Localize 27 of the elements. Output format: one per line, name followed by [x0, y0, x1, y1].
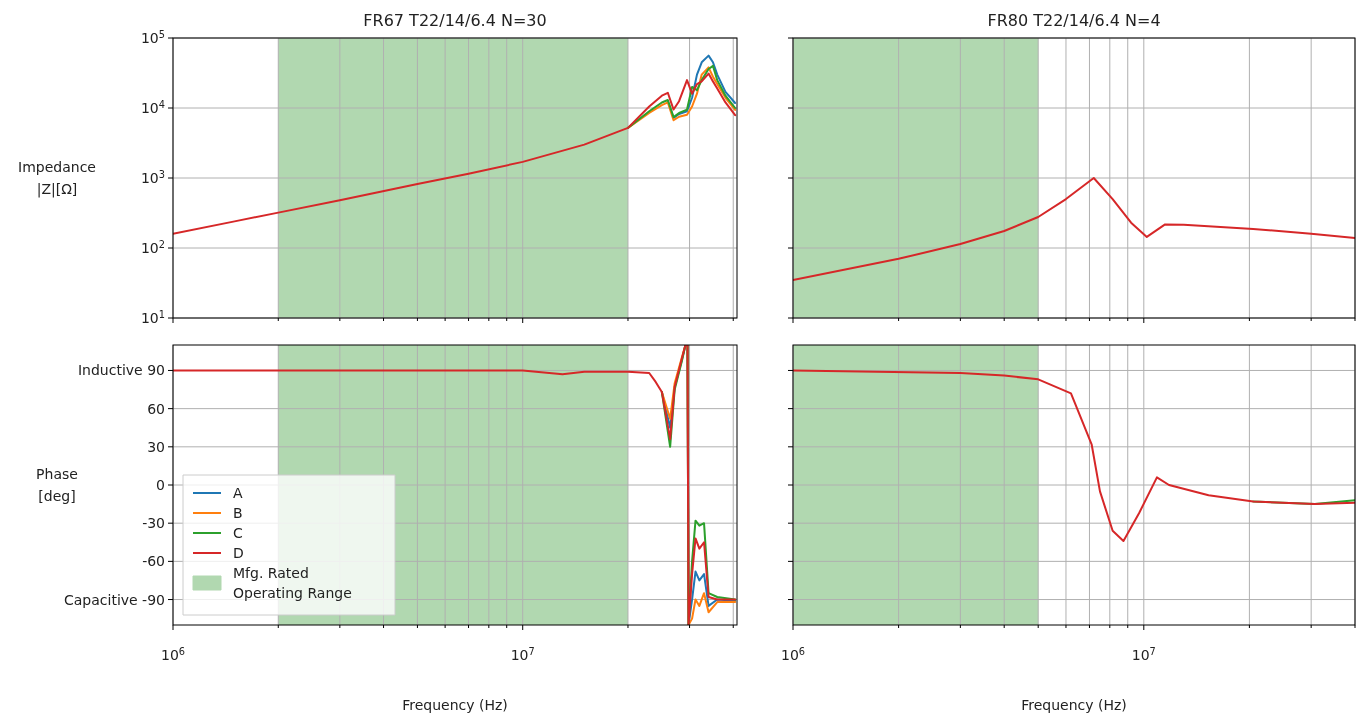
y-tick-label: 10$^{5}$	[140, 28, 165, 46]
x-tick-label: 10$^{7}$	[1131, 645, 1156, 663]
y-tick-label: 0	[156, 477, 165, 493]
y-tick-label: Capacitive -90	[63, 591, 165, 608]
x-axis-title: Frequency (Hz)	[1021, 697, 1127, 713]
x-tick-label: 10$^{6}$	[780, 645, 806, 663]
y-tick-label: 10$^{4}$	[140, 98, 165, 116]
y-tick-label: 10$^{2}$	[140, 238, 165, 256]
y-tick-label: 10$^{3}$	[140, 168, 165, 186]
y-tick-label: 30	[147, 438, 165, 455]
y-tick-label: Inductive 90	[77, 362, 165, 379]
y-tick-label: 60	[147, 400, 165, 417]
x-tick-label: 10$^{6}$	[160, 645, 186, 663]
y-axis-title: Phase [deg]	[36, 466, 78, 504]
legend-label: C	[233, 525, 243, 541]
chart-title: FR67 T22/14/6.4 N=30	[363, 11, 547, 30]
legend-label: B	[233, 505, 243, 521]
chart-title: FR80 T22/14/6.4 N=4	[987, 11, 1161, 30]
band-label: Mfg. Rated Operating Range	[233, 565, 352, 601]
legend-label: A	[233, 485, 243, 501]
y-tick-label: -30	[142, 515, 165, 532]
y-tick-label: -60	[142, 553, 165, 570]
legend-label: D	[233, 545, 244, 561]
x-tick-label: 10$^{7}$	[510, 645, 535, 663]
y-tick-label: 10$^{1}$	[140, 308, 165, 326]
y-axis-title: Impedance |Z|[Ω]	[18, 159, 96, 198]
x-axis-title: Frequency (Hz)	[402, 697, 508, 713]
